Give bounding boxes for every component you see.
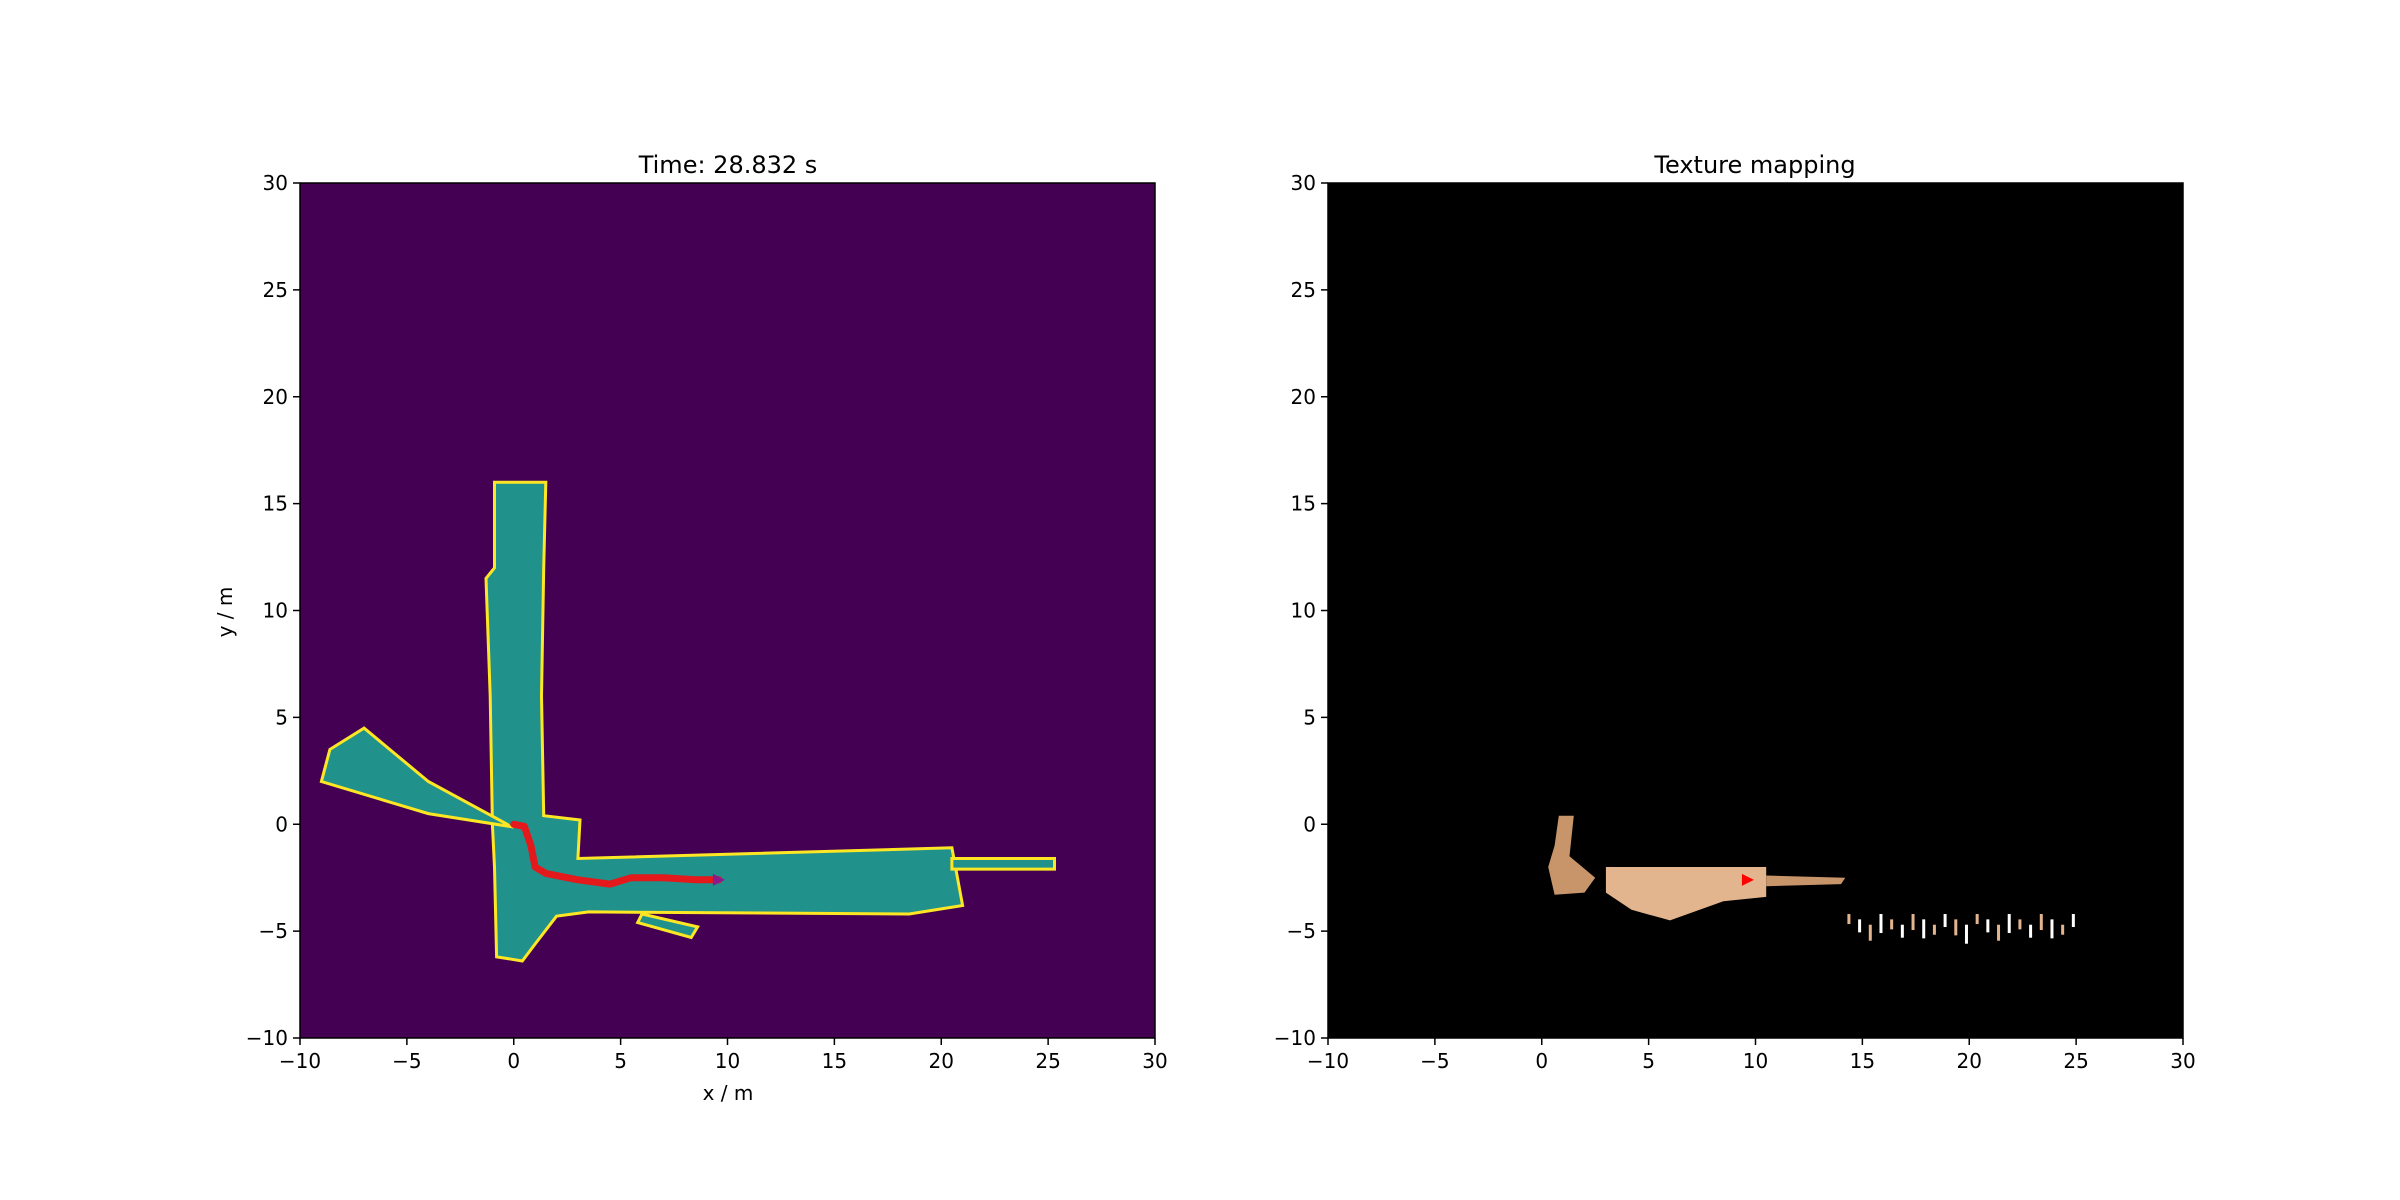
texture-point xyxy=(1997,924,2001,941)
y-tick-label: −10 xyxy=(246,1026,288,1050)
x-tick-label: 15 xyxy=(822,1049,847,1073)
texture-map-plot xyxy=(1327,182,2184,1039)
x-tick-label: −10 xyxy=(279,1049,321,1073)
texture-point xyxy=(2061,924,2065,935)
y-tick-label: 30 xyxy=(263,171,288,195)
x-tick-label: 25 xyxy=(1035,1049,1060,1073)
y-tick-label: 25 xyxy=(263,278,288,302)
x-tick-label: −5 xyxy=(1420,1049,1449,1073)
y-tick-label: 15 xyxy=(263,492,288,516)
x-tick-label: 0 xyxy=(1535,1049,1548,1073)
texture-map-panel: Texture mapping −10 −5 0 5 10 15 20 25 30 −10 −5 0… xyxy=(1274,151,2196,1073)
x-axis-label: x / m xyxy=(703,1081,754,1105)
free-space-region xyxy=(319,726,515,829)
y-tick-label: −5 xyxy=(1287,919,1316,943)
y-tick-label: −10 xyxy=(1274,1026,1316,1050)
texture-point xyxy=(1922,919,1926,939)
occupancy-map-panel: Time: 28.832 s −10 −5 0 5 10 15 20 25 30 −10 −5 0 5… xyxy=(213,151,1168,1105)
texture-point xyxy=(2007,914,2011,934)
texture-point xyxy=(1954,919,1958,936)
texture-point xyxy=(2039,914,2043,931)
texture-point xyxy=(2050,919,2054,939)
texture-point xyxy=(1943,914,1947,928)
texture-point xyxy=(1900,924,1904,938)
texture-point xyxy=(1879,914,1883,934)
background xyxy=(1328,183,2183,1038)
texture-region xyxy=(1548,815,1596,895)
x-tick-label: 5 xyxy=(614,1049,627,1073)
x-tick-label: 10 xyxy=(715,1049,740,1073)
texture-map-title: Texture mapping xyxy=(1653,151,1855,179)
x-axis-ticks: −10 −5 0 5 10 15 20 25 30 xyxy=(1307,1038,2196,1073)
trajectory-line xyxy=(510,820,723,888)
free-space-region xyxy=(484,480,965,963)
texture-point xyxy=(2029,924,2033,938)
x-tick-label: 30 xyxy=(2170,1049,2195,1073)
x-axis-ticks: −10 −5 0 5 10 15 20 25 30 xyxy=(279,1038,1168,1073)
texture-point xyxy=(1858,919,1862,933)
x-tick-label: −5 xyxy=(392,1049,421,1073)
y-axis-label: y / m xyxy=(213,587,237,638)
x-tick-label: 20 xyxy=(1957,1049,1982,1073)
y-axis-ticks: −10 −5 0 5 10 15 20 25 30 xyxy=(246,171,300,1050)
y-axis-ticks: −10 −5 0 5 10 15 20 25 30 xyxy=(1274,171,1328,1050)
y-tick-label: 5 xyxy=(1303,705,1316,729)
free-space-region xyxy=(950,857,1056,871)
y-tick-label: 10 xyxy=(1291,599,1316,623)
y-tick-label: 25 xyxy=(1291,278,1316,302)
texture-point xyxy=(1932,924,1936,935)
texture-point xyxy=(1986,919,1990,933)
y-tick-label: 20 xyxy=(1291,385,1316,409)
x-tick-label: 15 xyxy=(1850,1049,1875,1073)
x-tick-label: 10 xyxy=(1743,1049,1768,1073)
robot-marker xyxy=(1741,873,1754,886)
x-tick-label: 5 xyxy=(1642,1049,1655,1073)
x-tick-label: −10 xyxy=(1307,1049,1349,1073)
texture-point xyxy=(1890,919,1894,930)
texture-point xyxy=(2071,914,2075,928)
texture-point xyxy=(1964,924,1968,944)
y-tick-label: −5 xyxy=(259,919,288,943)
robot-marker xyxy=(712,873,725,886)
texture-point xyxy=(1847,914,1851,925)
texture-region xyxy=(1766,875,1846,887)
y-tick-label: 0 xyxy=(1303,812,1316,836)
texture-point xyxy=(1911,914,1915,931)
y-tick-label: 5 xyxy=(275,705,288,729)
y-tick-label: 20 xyxy=(263,385,288,409)
free-space-region xyxy=(635,912,700,940)
x-tick-label: 25 xyxy=(2063,1049,2088,1073)
y-tick-label: 30 xyxy=(1291,171,1316,195)
texture-point xyxy=(2018,919,2022,930)
texture-point xyxy=(1868,924,1872,941)
y-tick-label: 10 xyxy=(263,599,288,623)
occupancy-map-title: Time: 28.832 s xyxy=(638,151,818,179)
texture-point xyxy=(1975,914,1979,925)
y-tick-label: 0 xyxy=(275,812,288,836)
x-tick-label: 20 xyxy=(929,1049,954,1073)
texture-region xyxy=(1605,867,1767,921)
x-tick-label: 30 xyxy=(1142,1049,1167,1073)
y-tick-label: 15 xyxy=(1291,492,1316,516)
x-tick-label: 0 xyxy=(507,1049,520,1073)
occupancy-map-plot xyxy=(299,182,1156,1039)
